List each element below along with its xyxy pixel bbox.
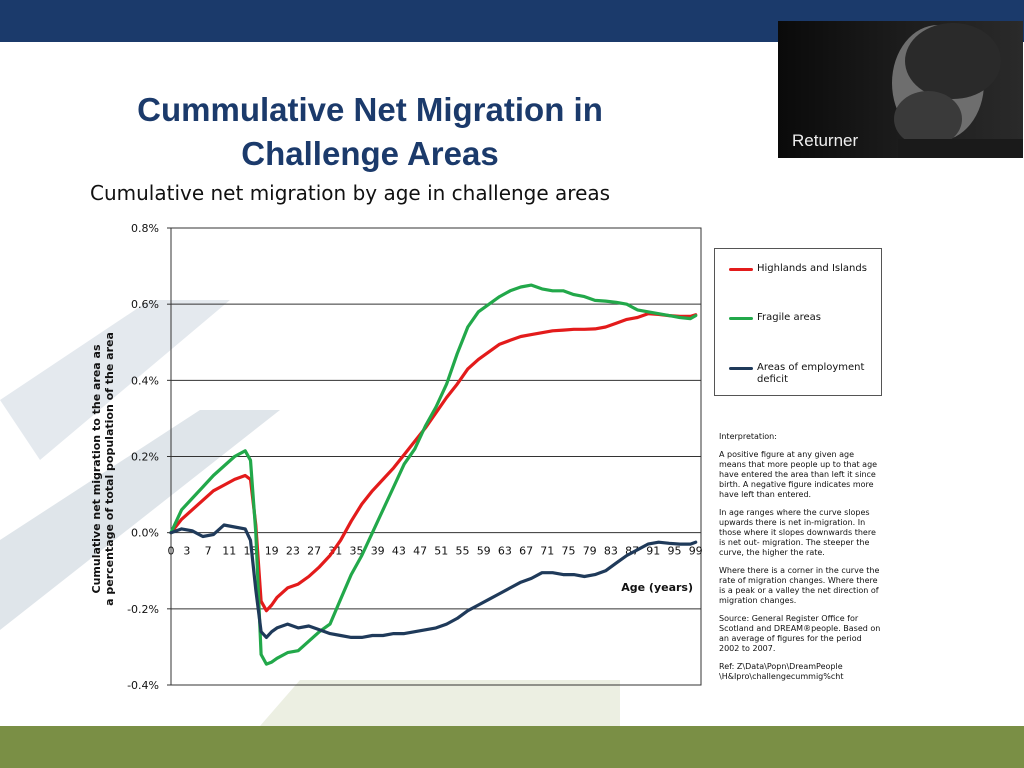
x-tick-label: 11 <box>222 545 236 558</box>
x-tick-label: 95 <box>668 545 682 558</box>
notes-source: Source: General Register Office for Scot… <box>719 614 881 653</box>
x-tick-label: 7 <box>205 545 212 558</box>
x-tick-label: 67 <box>519 545 533 558</box>
legend-label: Highlands and Islands <box>757 263 867 274</box>
x-tick-label: 75 <box>562 545 576 558</box>
x-tick-label: 0 <box>168 545 175 558</box>
x-tick-label: 55 <box>456 545 470 558</box>
x-tick-label: 91 <box>646 545 660 558</box>
interpretation-notes: Interpretation: A positive figure at any… <box>719 432 895 690</box>
x-tick-label: 23 <box>286 545 300 558</box>
chart-title: Cumulative net migration by age in chall… <box>90 181 611 205</box>
notes-paragraph: Where there is a corner in the curve the… <box>719 566 880 605</box>
x-tick-label: 39 <box>371 545 385 558</box>
y-tick-label: 0.0% <box>131 527 159 540</box>
x-tick-label: 3 <box>183 545 190 558</box>
y-tick-label: 0.4% <box>131 374 159 387</box>
notes-paragraph: In age ranges where the curve slopes upw… <box>719 508 876 557</box>
legend-swatch-employment <box>729 367 753 370</box>
footer-band <box>0 726 1024 768</box>
y-tick-label: 0.2% <box>131 451 159 464</box>
x-tick-label: 47 <box>413 545 427 558</box>
notes-reference: Ref: Z\Data\Popn\DreamPeople \H&Ipro\cha… <box>719 662 844 681</box>
x-tick-label: 59 <box>477 545 491 558</box>
y-tick-label: 0.6% <box>131 298 159 311</box>
x-tick-label: 43 <box>392 545 406 558</box>
returner-photo: Returner <box>778 21 1023 158</box>
background-decoration <box>0 300 620 726</box>
notes-heading: Interpretation: <box>719 432 777 441</box>
legend-swatch-highlands <box>729 268 753 271</box>
series-line-2 <box>169 523 698 640</box>
y-axis-label-line: Cumulative net migration to the area as <box>90 344 103 593</box>
series-line-1 <box>169 283 698 666</box>
x-tick-label: 71 <box>540 545 554 558</box>
x-tick-label: 35 <box>350 545 364 558</box>
x-axis-label: Age (years) <box>621 581 693 594</box>
x-tick-label: 51 <box>434 545 448 558</box>
x-tick-label: 27 <box>307 545 321 558</box>
y-axis-label: Cumulative net migration to the area asa… <box>90 332 116 606</box>
y-axis-label-line: a percentage of total population of the … <box>103 332 116 606</box>
slide-title: Cummulative Net Migration in Challenge A… <box>137 91 603 172</box>
x-tick-label: 79 <box>583 545 597 558</box>
x-tick-label: 63 <box>498 545 512 558</box>
notes-paragraph: A positive figure at any given age means… <box>719 450 878 499</box>
y-tick-label: 0.8% <box>131 222 159 235</box>
legend-swatch-fragile <box>729 317 753 320</box>
portrait-illustration <box>892 23 1023 158</box>
y-tick-label: -0.4% <box>127 679 159 692</box>
x-tick-label: 99 <box>689 545 703 558</box>
legend-label: Fragile areas <box>757 312 822 323</box>
y-tick-label: -0.2% <box>127 603 159 616</box>
chart-legend: Highlands and Islands Fragile areas Area… <box>714 248 882 396</box>
x-tick-label: 83 <box>604 545 618 558</box>
legend-label: Areas of employment deficit <box>757 362 865 385</box>
photo-caption: Returner <box>792 131 859 150</box>
x-tick-label: 19 <box>265 545 279 558</box>
